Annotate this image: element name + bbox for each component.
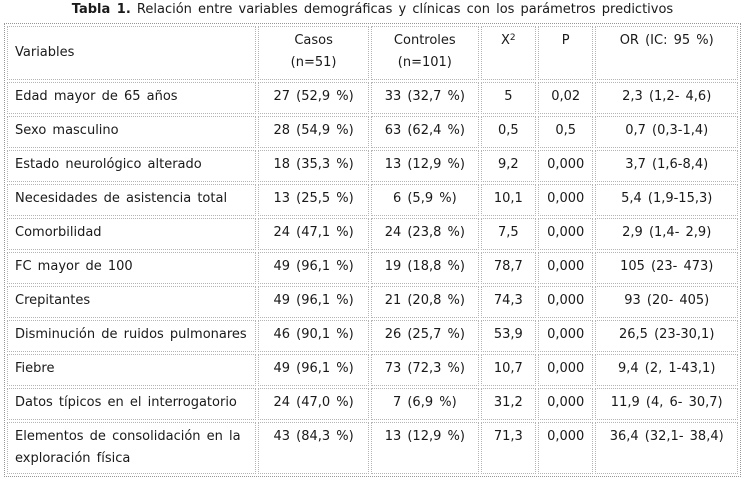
cell-chi-squared: 5	[480, 82, 537, 114]
cell-odds-ratio: 105 (23- 473)	[595, 252, 738, 284]
header-casos-line2: (n=51)	[290, 55, 337, 70]
cell-chi-squared: 10,7	[480, 354, 537, 386]
table-row: FC mayor de 100 49 (96,1 %) 19 (18,8 %) …	[7, 252, 738, 284]
cell-chi-squared: 31,2	[480, 388, 537, 420]
cell-odds-ratio: 36,4 (32,1- 38,4)	[595, 422, 738, 474]
table-row: Edad mayor de 65 años 27 (52,9 %) 33 (32…	[7, 82, 738, 114]
header-controles-line1: Controles	[393, 33, 456, 48]
cell-controles: 26 (25,7 %)	[370, 320, 479, 352]
header-casos: Casos (n=51)	[258, 26, 369, 80]
chi-squared-exponent: 2	[509, 33, 516, 43]
cell-odds-ratio: 0,7 (0,3-1,4)	[595, 116, 738, 148]
cell-casos: 18 (35,3 %)	[258, 150, 369, 182]
table-title-text: Relación entre variables demográficas y …	[136, 2, 674, 17]
cell-variable: Fiebre	[7, 354, 257, 386]
cell-p-value: 0,000	[538, 354, 594, 386]
cell-chi-squared: 10,1	[480, 184, 537, 216]
cell-casos: 46 (90,1 %)	[258, 320, 369, 352]
cell-controles: 33 (32,7 %)	[370, 82, 479, 114]
cell-controles: 13 (12,9 %)	[370, 150, 479, 182]
cell-variable: Datos típicos en el interrogatorio	[7, 388, 257, 420]
data-table: Variables Casos (n=51) Controles (n=101)…	[4, 23, 741, 477]
cell-casos: 27 (52,9 %)	[258, 82, 369, 114]
cell-variable: Crepitantes	[7, 286, 257, 318]
cell-casos: 49 (96,1 %)	[258, 252, 369, 284]
cell-variable: Disminución de ruidos pulmonares	[7, 320, 257, 352]
cell-chi-squared: 7,5	[480, 218, 537, 250]
cell-chi-squared: 74,3	[480, 286, 537, 318]
cell-casos: 43 (84,3 %)	[258, 422, 369, 474]
cell-casos: 24 (47,0 %)	[258, 388, 369, 420]
cell-odds-ratio: 93 (20- 405)	[595, 286, 738, 318]
cell-odds-ratio: 3,7 (1,6-8,4)	[595, 150, 738, 182]
table-row: Disminución de ruidos pulmonares 46 (90,…	[7, 320, 738, 352]
chi-squared-base: X	[501, 33, 510, 48]
table-row: Crepitantes 49 (96,1 %) 21 (20,8 %) 74,3…	[7, 286, 738, 318]
cell-odds-ratio: 5,4 (1,9-15,3)	[595, 184, 738, 216]
table-row: Estado neurológico alterado 18 (35,3 %) …	[7, 150, 738, 182]
header-odds-ratio: OR (IC: 95 %)	[595, 26, 738, 80]
cell-casos: 24 (47,1 %)	[258, 218, 369, 250]
cell-casos: 49 (96,1 %)	[258, 286, 369, 318]
cell-variable: Elementos de consolidación en la explora…	[7, 422, 257, 474]
table-row: Elementos de consolidación en la explora…	[7, 422, 738, 474]
cell-p-value: 0,000	[538, 150, 594, 182]
header-controles: Controles (n=101)	[370, 26, 479, 80]
cell-variable: FC mayor de 100	[7, 252, 257, 284]
cell-casos: 49 (96,1 %)	[258, 354, 369, 386]
cell-controles: 21 (20,8 %)	[370, 286, 479, 318]
table-row: Necesidades de asistencia total 13 (25,5…	[7, 184, 738, 216]
header-chi-squared: X2	[480, 26, 537, 80]
cell-variable: Comorbilidad	[7, 218, 257, 250]
table-title: Tabla 1. Relación entre variables demogr…	[0, 0, 745, 17]
cell-controles: 7 (6,9 %)	[370, 388, 479, 420]
cell-variable: Edad mayor de 65 años	[7, 82, 257, 114]
cell-controles: 6 (5,9 %)	[370, 184, 479, 216]
cell-odds-ratio: 26,5 (23-30,1)	[595, 320, 738, 352]
cell-controles: 73 (72,3 %)	[370, 354, 479, 386]
cell-chi-squared: 0,5	[480, 116, 537, 148]
cell-odds-ratio: 11,9 (4, 6- 30,7)	[595, 388, 738, 420]
table-row: Sexo masculino 28 (54,9 %) 63 (62,4 %) 0…	[7, 116, 738, 148]
cell-odds-ratio: 2,3 (1,2- 4,6)	[595, 82, 738, 114]
cell-casos: 28 (54,9 %)	[258, 116, 369, 148]
header-casos-line1: Casos	[294, 33, 333, 48]
cell-variable: Estado neurológico alterado	[7, 150, 257, 182]
table-row: Fiebre 49 (96,1 %) 73 (72,3 %) 10,7 0,00…	[7, 354, 738, 386]
cell-chi-squared: 71,3	[480, 422, 537, 474]
cell-p-value: 0,000	[538, 184, 594, 216]
cell-odds-ratio: 2,9 (1,4- 2,9)	[595, 218, 738, 250]
cell-p-value: 0,000	[538, 320, 594, 352]
header-variables: Variables	[7, 26, 257, 80]
cell-p-value: 0,000	[538, 218, 594, 250]
table-row: Datos típicos en el interrogatorio 24 (4…	[7, 388, 738, 420]
header-controles-line2: (n=101)	[397, 55, 452, 70]
cell-p-value: 0,02	[538, 82, 594, 114]
cell-chi-squared: 9,2	[480, 150, 537, 182]
cell-p-value: 0,000	[538, 422, 594, 474]
cell-p-value: 0,000	[538, 252, 594, 284]
table-row: Comorbilidad 24 (47,1 %) 24 (23,8 %) 7,5…	[7, 218, 738, 250]
cell-variable: Sexo masculino	[7, 116, 257, 148]
cell-controles: 13 (12,9 %)	[370, 422, 479, 474]
cell-chi-squared: 78,7	[480, 252, 537, 284]
cell-p-value: 0,000	[538, 286, 594, 318]
cell-controles: 19 (18,8 %)	[370, 252, 479, 284]
cell-casos: 13 (25,5 %)	[258, 184, 369, 216]
cell-variable: Necesidades de asistencia total	[7, 184, 257, 216]
header-p-value: P	[538, 26, 594, 80]
cell-chi-squared: 53,9	[480, 320, 537, 352]
table-title-label: Tabla 1.	[71, 2, 131, 17]
cell-p-value: 0,5	[538, 116, 594, 148]
cell-p-value: 0,000	[538, 388, 594, 420]
cell-controles: 24 (23,8 %)	[370, 218, 479, 250]
cell-odds-ratio: 9,4 (2, 1-43,1)	[595, 354, 738, 386]
header-row: Variables Casos (n=51) Controles (n=101)…	[7, 26, 738, 80]
cell-controles: 63 (62,4 %)	[370, 116, 479, 148]
